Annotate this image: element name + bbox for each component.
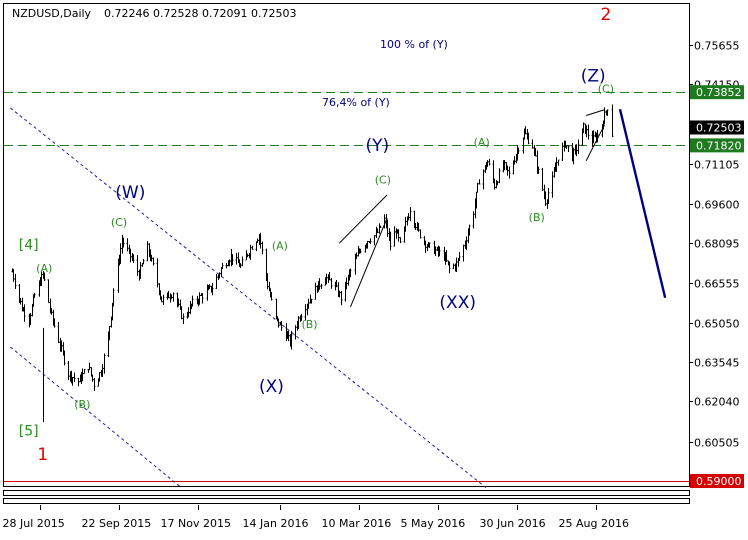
plot-frame: [3, 3, 690, 487]
fib-label: 100 % of (Y): [380, 38, 448, 51]
wedge-upper-line: [338, 194, 388, 244]
x-tick-label: 5 May 2016: [401, 517, 466, 530]
wave-label: (B): [301, 318, 317, 331]
x-tick-label: 28 Jul 2015: [3, 517, 65, 530]
y-tick-label: 0.66555: [694, 278, 740, 291]
wave-label: (A): [474, 136, 490, 149]
x-tick-label: 30 Jun 2016: [480, 517, 546, 530]
price-tag-box: [690, 474, 744, 489]
current-price-label: 0.72503: [696, 121, 742, 134]
chart-symbol: NZDUSD,Daily: [12, 7, 92, 20]
price-tag-box: [690, 85, 744, 100]
x-tick-label: 10 Mar 2016: [322, 517, 392, 530]
price-tag-label: 0.71820: [696, 139, 742, 152]
current-price-box: [690, 120, 744, 135]
y-tick-label: 0.60505: [694, 437, 740, 450]
wave-label: (X): [259, 377, 284, 397]
price-tag-box: [690, 138, 744, 153]
price-tag-label: 0.59000: [696, 475, 742, 488]
wave-label: (C): [111, 216, 127, 229]
x-tick-label: 14 Jan 2016: [243, 517, 309, 530]
wave-label: (Y): [365, 136, 389, 156]
y-tick-label: 0.71105: [694, 159, 740, 172]
price-tag-label: 0.73852: [696, 86, 742, 99]
wave-label: 1: [37, 445, 48, 465]
y-tick-label: 0.65050: [694, 318, 740, 331]
z-wedge-upper-line: [585, 109, 605, 117]
channel-lower-line: [10, 346, 182, 488]
y-tick-label: 0.69600: [694, 199, 740, 212]
y-tick-label: 0.68095: [694, 238, 740, 251]
wave-label: (Z): [581, 67, 606, 87]
z-wedge-lower-line: [585, 124, 605, 162]
indicator-pane-1: [3, 490, 690, 496]
fib-label: 76,4% of (Y): [322, 96, 390, 109]
wave-label: (C): [598, 82, 614, 95]
wave-label: (B): [529, 211, 545, 224]
y-tick-label: 0.75655: [694, 40, 740, 53]
x-tick-label: 25 Aug 2016: [559, 517, 629, 530]
x-tick-label: 22 Sep 2015: [82, 517, 152, 530]
wave-label: [5]: [19, 423, 39, 439]
x-tick-label: 17 Nov 2015: [161, 517, 231, 530]
wave-label: (A): [272, 240, 288, 253]
wave-label: 2: [600, 5, 611, 25]
wave-label: (B): [74, 398, 90, 411]
wave-label: (XX): [439, 293, 476, 313]
wave-label: (C): [375, 173, 391, 186]
indicator-pane-2: [3, 498, 690, 504]
wedge-lower-line: [349, 217, 388, 308]
wave-label: [4]: [19, 237, 39, 253]
wave-label: (W): [115, 183, 145, 203]
forecast-line: [618, 108, 667, 299]
y-tick-label: 0.62040: [694, 396, 740, 409]
wave-label: (A): [36, 262, 52, 275]
y-tick-label: 0.63545: [694, 357, 740, 370]
chart-ohlc: 0.72246 0.72528 0.72091 0.72503: [104, 7, 296, 20]
